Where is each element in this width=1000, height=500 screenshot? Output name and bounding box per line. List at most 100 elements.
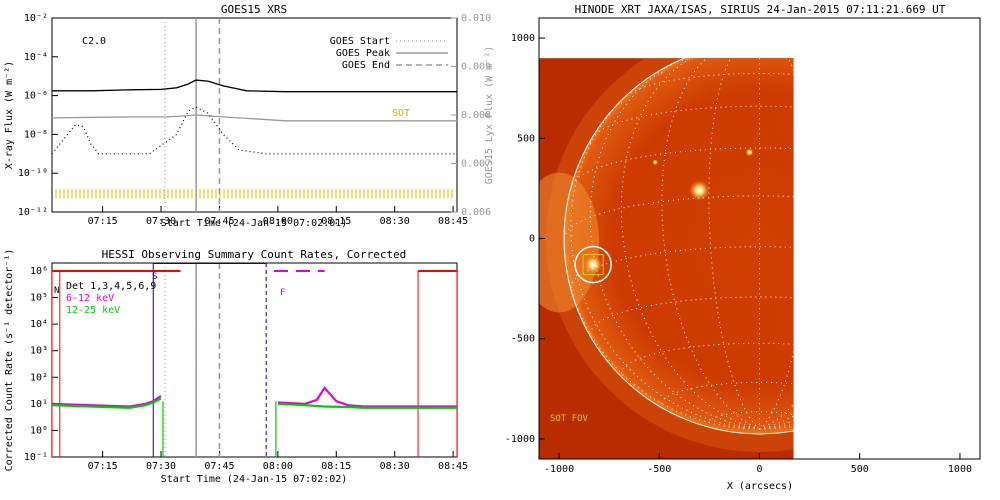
xrt-latitude-line [589, 105, 930, 144]
hessi-y-tick-label: 10¹ [30, 399, 48, 410]
hessi-legend: Det 1,3,4,5,6,9 6-12 keV 12-25 keV [66, 281, 156, 316]
goes-y-tick-label: 10⁻⁶ [24, 91, 48, 102]
xrt-y-tick-label: 1000 [511, 33, 535, 44]
xrt-y-tick-label: -500 [511, 334, 535, 345]
hessi-series [52, 386, 457, 409]
hessi-y-tick-label: 10³ [30, 346, 48, 357]
goes-y-tick-label: 10⁻² [24, 13, 48, 24]
hessi-x-axis: 07:15 07:30 07:45 08:00 08:15 08:30 08:45 [88, 451, 468, 472]
goes-y-axis: 10⁻² 10⁻⁴ 10⁻⁶ 10⁻⁸ 10⁻¹⁰ 10⁻¹² [18, 13, 58, 218]
goes-y2-tick-label: 0.010 [461, 13, 491, 24]
hessi-x-tick-label: 08:15 [321, 461, 351, 472]
xrt-longitude-line [759, 48, 899, 430]
legend-goes-end: GOES End [342, 60, 390, 71]
hessi-x-tick-label: 07:15 [88, 461, 118, 472]
xrt-latitude-line [620, 342, 899, 374]
xrt-latitude-line [570, 246, 949, 288]
goes-y2-tick-label: 0.007 [461, 159, 491, 170]
goes-y2-axis: 0.010 0.009 0.008 0.007 0.006 [451, 13, 491, 218]
goes-y-tick-label: 10⁻⁴ [24, 52, 48, 63]
xrt-solar-disk [564, 58, 794, 434]
xrt-longitude-line [661, 44, 760, 430]
hessi-x-tick-label: 08:45 [438, 461, 468, 472]
goes-x-tick-label: 07:15 [88, 216, 118, 227]
xrt-longitude-line [620, 48, 760, 430]
goes-panel: GOES15 XRS 10⁻² 10⁻⁴ 10⁻⁶ 10⁻⁸ 10⁻¹⁰ 10⁻¹² 0.… [4, 3, 495, 229]
goes-x-tick-label: 08:00 [263, 216, 293, 227]
xrt-overlays [574, 245, 612, 284]
xrt-longitude-line [759, 43, 811, 430]
xrt-bright-region-1 [689, 180, 710, 201]
goes-sot-label: SOT [392, 108, 410, 119]
hessi-y-tick-label: 10⁻¹ [24, 452, 48, 463]
legend-goes-start: GOES Start [330, 36, 390, 47]
goes-legend: GOES Start GOES Peak GOES End [330, 36, 448, 71]
goes-y-tick-label: 10⁻⁸ [24, 129, 48, 140]
goes-series-0 [52, 79, 457, 93]
hessi-title: HESSI Observing Summary Count Rates, Cor… [102, 248, 407, 261]
goes-x-tick-label: 08:30 [380, 216, 410, 227]
hessi-event-lines [164, 263, 221, 457]
hessi-x-tick-label: 07:30 [146, 461, 176, 472]
xrt-y-tick-label: 0 [529, 234, 535, 245]
xrt-latitude-line [564, 195, 955, 239]
hessi-status-bars [52, 263, 457, 272]
goes-y2-label: GOES15 Lyx Flux (W m⁻²) [484, 46, 495, 184]
xrt-x-tick-label: 500 [851, 464, 869, 475]
hessi-x-label: Start Time (24-Jan-15 07:02:02) [161, 474, 348, 485]
xrt-x-label: X (arcsecs) [727, 481, 793, 492]
xrt-title: HINODE XRT JAXA/ISAS, SIRIUS 24-Jan-2015… [575, 3, 946, 16]
goes-x-tick-label: 07:30 [146, 216, 176, 227]
hessi-marker-s: S [152, 272, 157, 282]
hessi-y-tick-label: 10⁶ [30, 266, 48, 277]
xrt-latitude-line [570, 147, 949, 190]
goes-x-axis: 07:15 07:30 07:45 08:00 08:15 08:30 08:45 [88, 206, 468, 227]
goes-y-tick-label: 10⁻¹² [18, 207, 48, 218]
xrt-solar-image [539, 58, 794, 459]
xrt-x-tick-label: -500 [647, 464, 671, 475]
xrt-x-tick-label: 0 [756, 464, 762, 475]
xrt-limb-circle [563, 42, 956, 435]
goes-class-label: C2.0 [82, 36, 106, 47]
xrt-latitude-line [620, 72, 899, 104]
goes-x-tick-label: 08:15 [321, 216, 351, 227]
xrt-x-axis: -1000 -500 0 500 1000 [544, 453, 972, 475]
goes-y-label: X-ray Flux (W m⁻²) [4, 61, 15, 169]
xrt-bright-region-0 [584, 255, 603, 274]
xrt-longitude-line [708, 43, 760, 430]
hessi-y-axis: 10⁶ 10⁵ 10⁴ 10³ 10² 10¹ 10⁰ 10⁻¹ [24, 266, 58, 463]
xrt-flare-target-circle [574, 245, 612, 284]
goes-yellow-tick-band [55, 188, 453, 199]
goes-title: GOES15 XRS [221, 3, 287, 16]
hessi-series-0-seg0 [52, 394, 162, 408]
hessi-y-tick-label: 10⁴ [30, 319, 48, 330]
goes-series [52, 79, 457, 155]
xrt-panel: HINODE XRT JAXA/ISAS, SIRIUS 24-Jan-2015… [505, 3, 981, 492]
xrt-latitude-line [589, 296, 930, 335]
hessi-x-tick-label: 08:00 [263, 461, 293, 472]
legend-6-12kev: 6-12 keV [66, 293, 114, 304]
legend-12-25kev: 12-25 keV [66, 305, 120, 316]
hessi-y-tick-label: 10⁵ [30, 293, 48, 304]
xrt-x-tick-label: 1000 [948, 464, 972, 475]
hessi-panel: HESSI Observing Summary Count Rates, Cor… [4, 248, 468, 485]
xrt-longitude-line [759, 44, 858, 430]
hessi-series-1-seg1 [277, 402, 457, 409]
goes-y2-tick-label: 0.006 [461, 207, 491, 218]
goes-y2-tick-label: 0.008 [461, 110, 491, 121]
legend-det: Det 1,3,4,5,6,9 [66, 281, 156, 292]
hessi-x-tick-label: 08:30 [380, 461, 410, 472]
xrt-bright-region-2 [745, 148, 754, 157]
hessi-marker-f: F [280, 288, 285, 298]
goes-x-tick-label: 08:45 [438, 216, 468, 227]
hessi-x-tick-label: 07:45 [204, 461, 234, 472]
hessi-marker-n: N [54, 286, 59, 296]
xrt-y-tick-label: -1000 [505, 434, 535, 445]
legend-goes-peak: GOES Peak [336, 48, 390, 59]
xrt-sot-fov-label: SOT FOV [550, 414, 589, 424]
xrt-y-axis: 1000 500 0 -500 -1000 [505, 33, 545, 445]
hessi-y-tick-label: 10² [30, 372, 48, 383]
xrt-x-tick-label: -1000 [544, 464, 574, 475]
xrt-y-tick-label: 500 [517, 133, 535, 144]
